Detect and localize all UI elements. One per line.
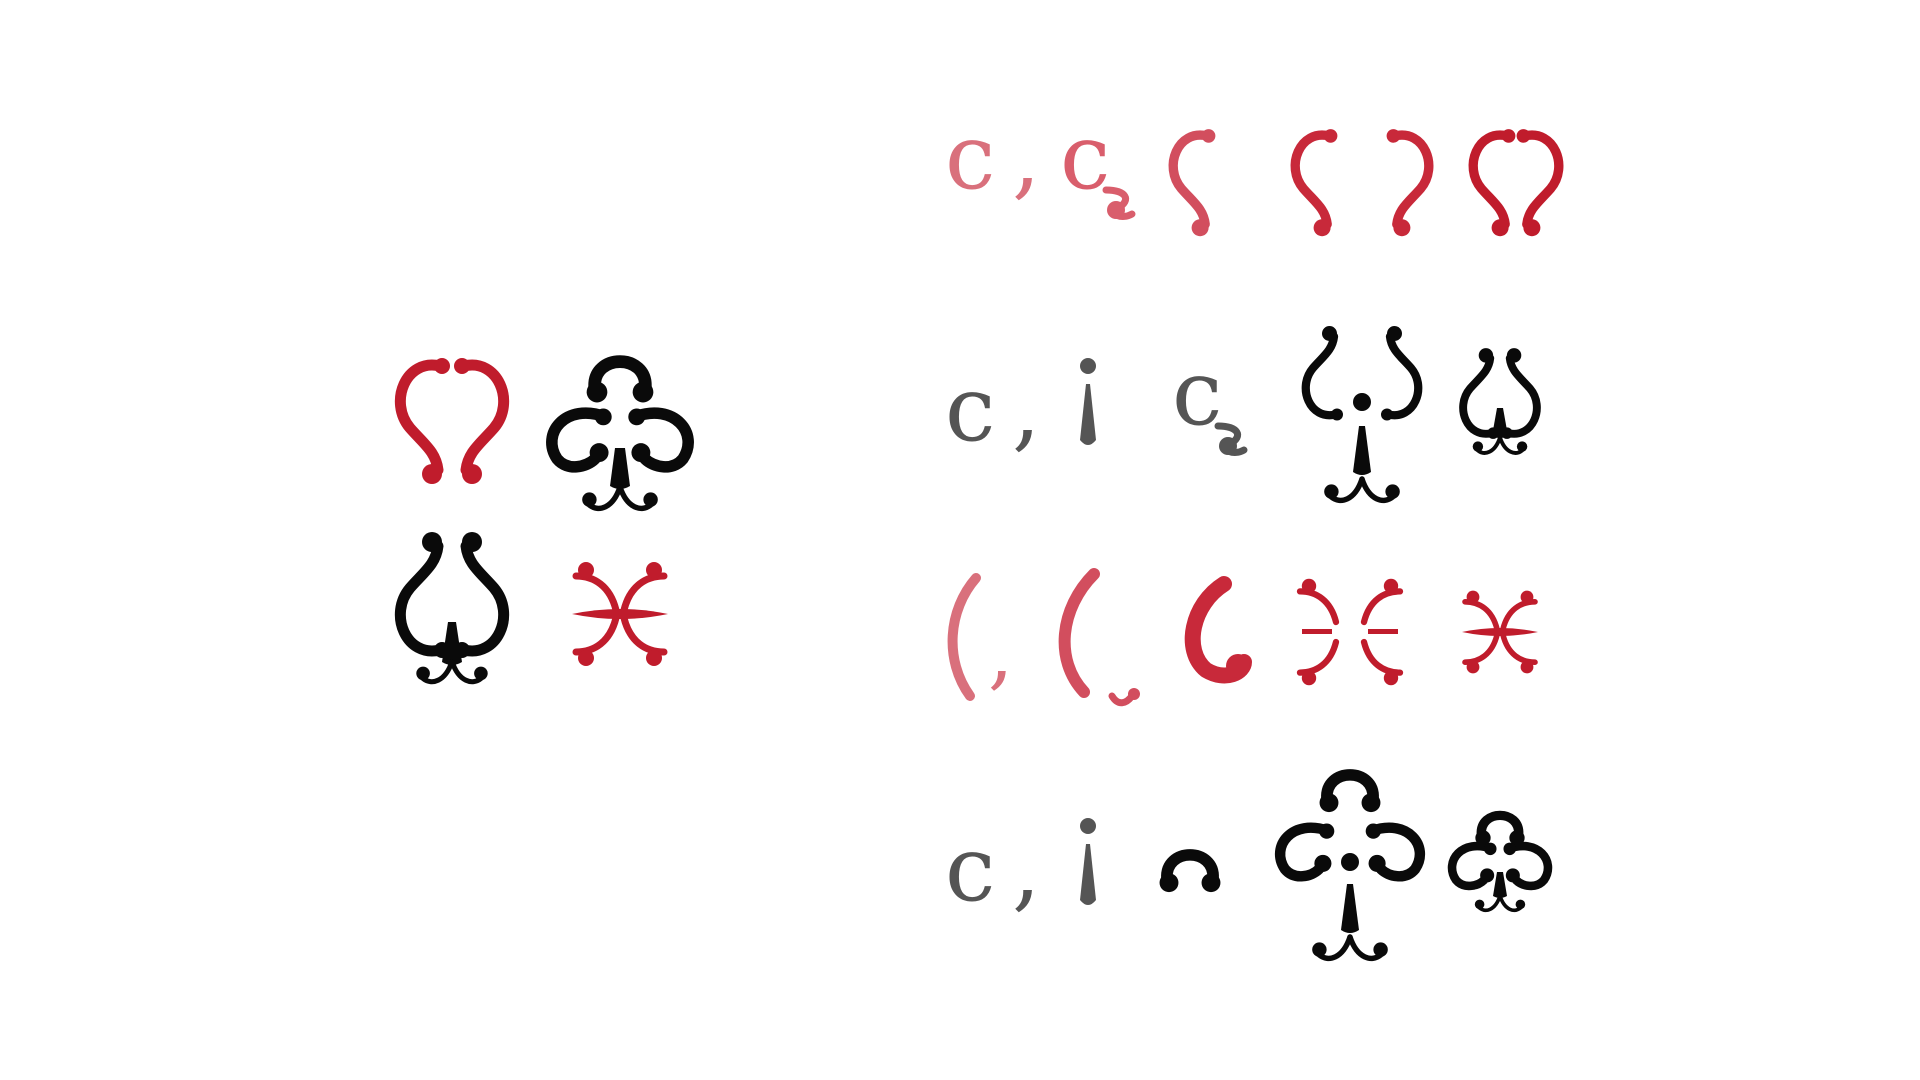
four-curls xyxy=(1300,579,1400,685)
spade-symbol xyxy=(400,532,503,682)
c-with-tail: c xyxy=(1060,105,1136,220)
glyph-comma: , xyxy=(1012,105,1041,210)
diamond-symbol xyxy=(572,562,668,666)
club-small xyxy=(1452,815,1548,913)
row-spade: c , c xyxy=(945,326,1537,500)
row-club: c , xyxy=(945,775,1548,958)
single-curl xyxy=(1173,129,1215,236)
svg-text:c: c xyxy=(1172,341,1222,446)
glyph-comma: , xyxy=(1012,357,1041,462)
spade-exploded xyxy=(1306,326,1418,500)
glyph-c: c xyxy=(945,105,995,210)
row-diamond: , xyxy=(947,568,1538,707)
club-symbol xyxy=(552,362,688,509)
heart-small xyxy=(1473,129,1559,236)
arch xyxy=(1160,855,1221,892)
mirrored-curls xyxy=(1295,129,1429,236)
svg-text:,: , xyxy=(988,606,1013,699)
spade-small xyxy=(1463,348,1537,455)
heart-symbol xyxy=(400,358,503,484)
glyph-comma: , xyxy=(1012,817,1041,922)
c-with-tail: c xyxy=(1172,341,1248,456)
stem-i xyxy=(1080,358,1096,445)
glyph-c: c xyxy=(945,357,995,462)
diamond-small xyxy=(1462,591,1538,674)
stem-i xyxy=(1080,818,1096,905)
svg-text:c: c xyxy=(1060,105,1110,210)
bowl-curl xyxy=(1184,576,1252,684)
paren-comma-spaced xyxy=(1058,568,1140,707)
row-heart: c , c xyxy=(945,105,1559,236)
club-exploded xyxy=(1280,775,1420,958)
paren-comma: , xyxy=(947,573,1013,701)
glyph-c: c xyxy=(945,817,995,922)
